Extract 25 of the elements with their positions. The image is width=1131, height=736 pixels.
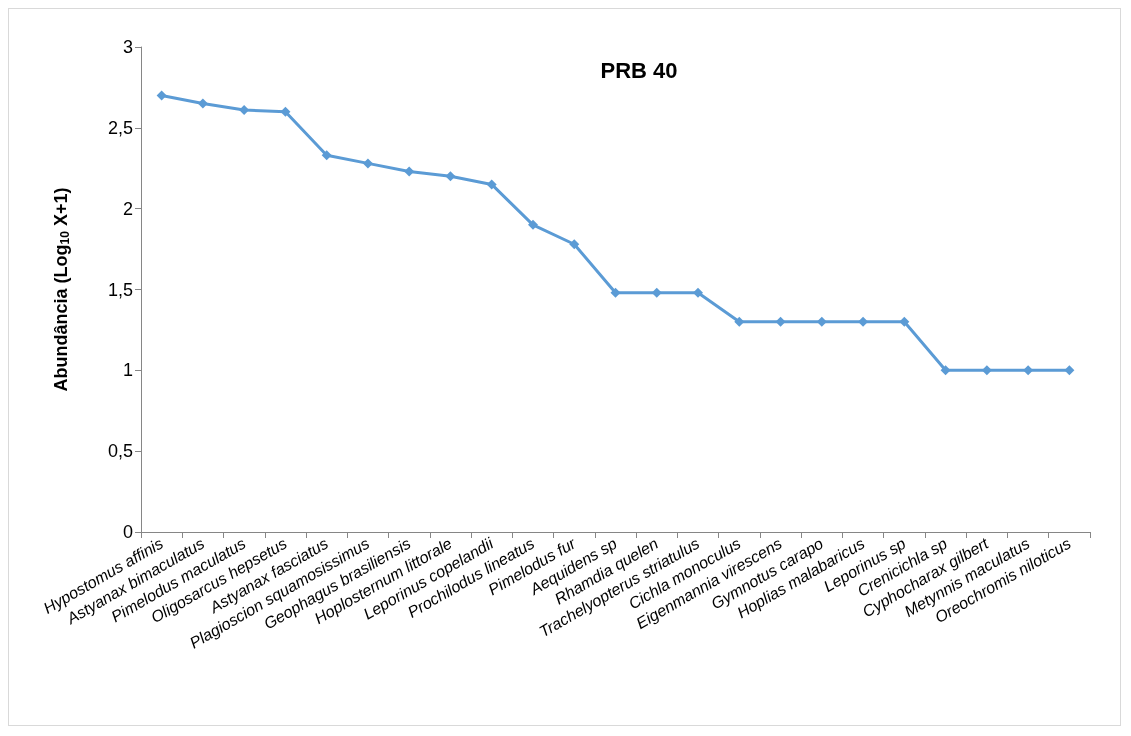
point (527, 219, 538, 230)
point (486, 179, 497, 190)
y-tick-label: 2 (122, 198, 133, 219)
text: PRB 40 (600, 57, 678, 83)
point (775, 316, 786, 327)
point (569, 239, 580, 250)
point (1064, 365, 1075, 376)
y-tick-label: 1,5 (107, 279, 133, 300)
y-tick-label: 3 (122, 37, 133, 57)
point (693, 287, 704, 298)
point (404, 166, 415, 177)
point (280, 106, 291, 117)
point (940, 365, 951, 376)
y-tick-label: 0,5 (107, 441, 133, 462)
y-axis-title: Abundância (Log10 X+1) (51, 187, 72, 392)
point (156, 90, 167, 101)
point (321, 150, 332, 161)
point (445, 171, 456, 182)
point (899, 316, 910, 327)
point (197, 98, 208, 109)
point (362, 158, 373, 169)
y-tick-label: 0 (122, 522, 133, 542)
y-tick-label: 2,5 (107, 117, 133, 138)
point (610, 287, 621, 298)
y-tick-label: 1 (122, 360, 133, 381)
